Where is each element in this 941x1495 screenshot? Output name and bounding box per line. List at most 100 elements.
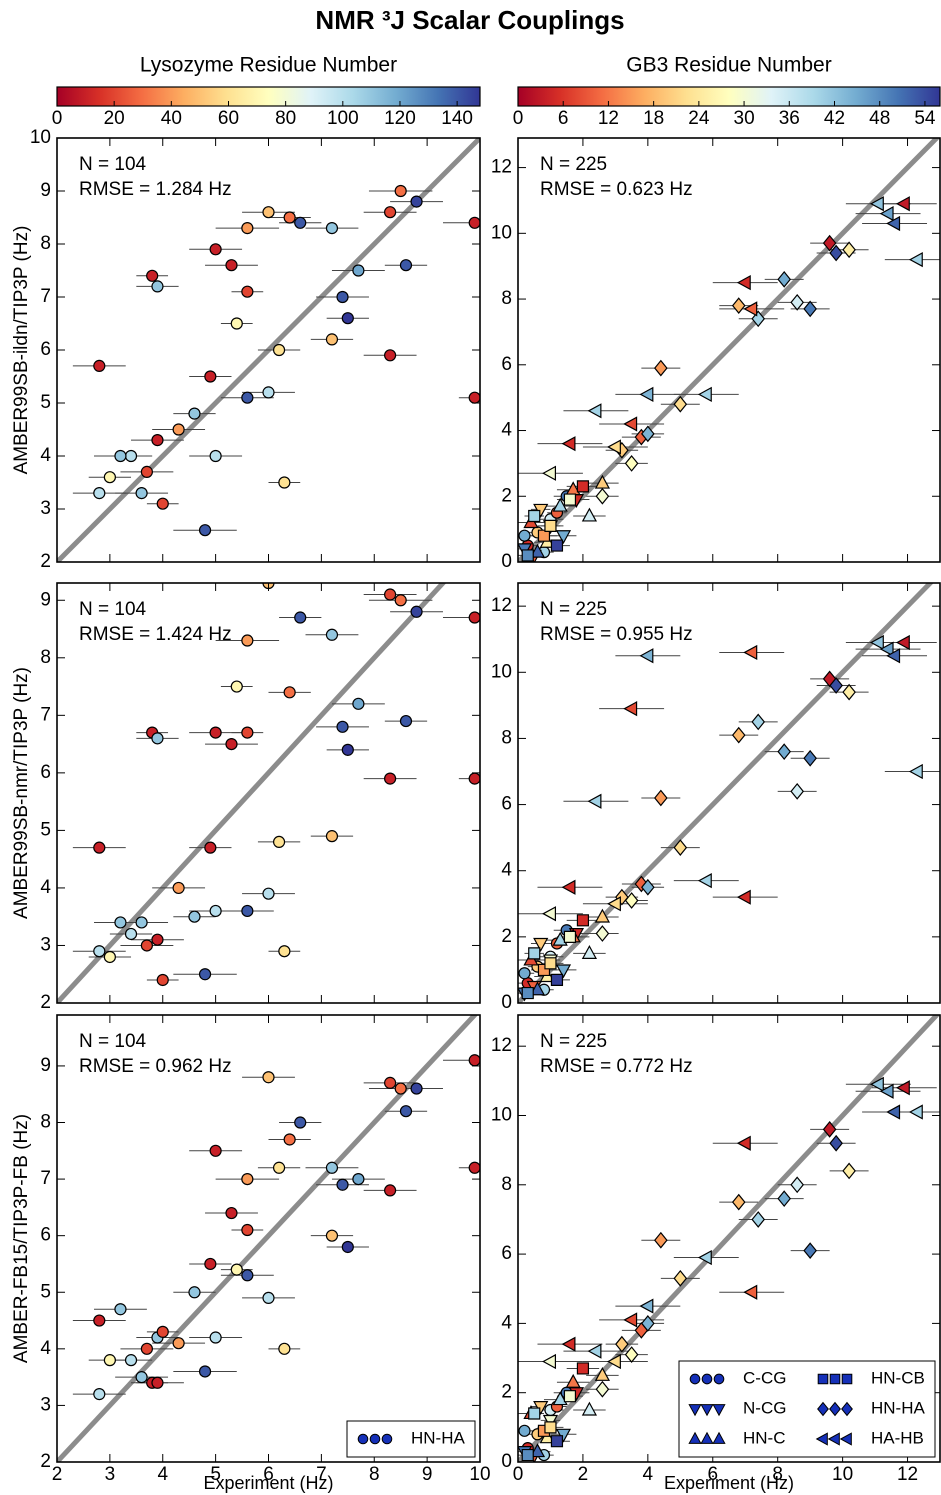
point xyxy=(468,216,480,229)
point xyxy=(595,487,610,505)
point xyxy=(634,875,649,893)
y-tick-label: 12 xyxy=(491,1035,512,1056)
y-tick-label: 8 xyxy=(501,1174,512,1195)
point xyxy=(103,1354,116,1367)
point xyxy=(518,1424,531,1437)
x-tick-label: 8 xyxy=(369,1464,380,1485)
plot-area xyxy=(57,1015,480,1462)
point xyxy=(576,1362,590,1375)
plot-area xyxy=(518,1015,940,1462)
point xyxy=(225,738,238,751)
point xyxy=(230,317,243,330)
point xyxy=(528,1407,541,1420)
point xyxy=(262,887,275,900)
point xyxy=(561,436,576,452)
colorbar-tick-label: 30 xyxy=(734,108,755,129)
legend-label: HN-CB xyxy=(871,1368,925,1387)
legend-marker xyxy=(701,1373,713,1385)
point xyxy=(615,1335,629,1353)
y-tick-label: 6 xyxy=(501,794,512,815)
point xyxy=(751,713,766,731)
annotation: RMSE = 0.623 Hz xyxy=(540,179,693,200)
point xyxy=(204,370,217,383)
point xyxy=(241,285,254,298)
x-tick-label: 12 xyxy=(897,1464,918,1485)
point xyxy=(606,1353,621,1370)
x-tick-label: 10 xyxy=(469,1464,490,1485)
point xyxy=(468,1054,480,1067)
point xyxy=(341,743,354,756)
point xyxy=(736,889,751,905)
point xyxy=(146,269,159,282)
point xyxy=(673,395,688,413)
point xyxy=(272,1161,286,1174)
point xyxy=(151,732,164,745)
point xyxy=(529,1443,546,1458)
point xyxy=(673,1269,688,1287)
y-tick-label: 3 xyxy=(40,498,51,519)
point xyxy=(521,549,534,562)
point xyxy=(468,391,480,404)
colorbar-tick-label: 20 xyxy=(104,108,125,129)
point xyxy=(209,449,222,463)
point xyxy=(93,945,106,958)
point xyxy=(384,349,397,362)
point xyxy=(241,904,254,917)
point xyxy=(241,222,254,235)
point xyxy=(188,910,201,923)
colorbar-tick-label: 140 xyxy=(441,108,473,129)
point xyxy=(230,680,243,693)
point xyxy=(241,391,254,404)
point xyxy=(829,1134,843,1152)
point xyxy=(336,1178,349,1191)
y-tick-label: 0 xyxy=(501,551,512,572)
point xyxy=(209,1331,222,1344)
legend-marker xyxy=(841,1373,853,1385)
y-tick-label: 5 xyxy=(40,392,51,413)
point xyxy=(886,1104,901,1120)
colorbar-tick-label: 42 xyxy=(824,108,845,129)
point xyxy=(623,701,638,717)
x-tick-label: 6 xyxy=(707,1464,718,1485)
point xyxy=(225,259,238,272)
point xyxy=(790,782,804,800)
x-tick-label: 4 xyxy=(643,1464,654,1485)
point xyxy=(272,343,286,357)
point xyxy=(325,1161,339,1174)
point xyxy=(204,841,217,854)
point xyxy=(595,1380,610,1398)
y-tick-label: 9 xyxy=(40,180,51,201)
annotation: N = 104 xyxy=(79,154,147,175)
point xyxy=(93,1388,106,1401)
y-tick-label: 3 xyxy=(40,1394,51,1415)
point xyxy=(156,1325,169,1338)
point xyxy=(587,403,602,419)
point xyxy=(576,480,590,493)
point xyxy=(209,1144,222,1157)
point xyxy=(336,720,349,733)
point xyxy=(803,749,817,767)
x-axis-label: Experiment (Hz) xyxy=(664,1473,794,1493)
colorbar-tick-label: 100 xyxy=(327,108,359,129)
point xyxy=(468,611,480,624)
axes-frame xyxy=(517,582,941,1004)
colorbar-tick-label: 54 xyxy=(914,108,936,129)
annotation: RMSE = 0.772 Hz xyxy=(540,1056,693,1077)
point xyxy=(336,290,349,304)
point xyxy=(325,333,339,346)
x-axis-label: Experiment (Hz) xyxy=(203,1473,333,1493)
y-tick-label: 7 xyxy=(40,1168,51,1189)
point xyxy=(743,301,758,317)
point xyxy=(140,1342,153,1355)
colorbar-tick-label: 40 xyxy=(161,108,182,129)
y-tick-label: 10 xyxy=(30,127,51,148)
point xyxy=(241,726,254,739)
legend: C-CG N-CG HN-C HN-CB HN-HA HA-HB xyxy=(678,1360,936,1458)
point xyxy=(581,944,598,959)
y-tick-label: 10 xyxy=(491,222,512,243)
point xyxy=(283,686,296,699)
plot-area xyxy=(57,583,480,1003)
colorbar-label: GB3 Residue Number xyxy=(626,54,831,77)
legend-marker xyxy=(817,1373,829,1385)
y-tick-label: 6 xyxy=(40,339,51,360)
